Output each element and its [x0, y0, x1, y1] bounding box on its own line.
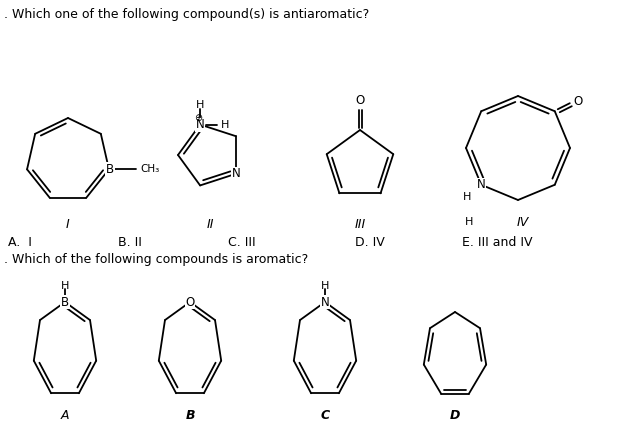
- Text: N: N: [196, 118, 205, 131]
- Text: CH₃: CH₃: [140, 164, 159, 174]
- Text: IV: IV: [517, 215, 529, 228]
- Text: A: A: [61, 409, 69, 422]
- Text: . Which one of the following compound(s) is antiaromatic?: . Which one of the following compound(s)…: [4, 8, 369, 21]
- Text: ⊕: ⊕: [194, 112, 202, 123]
- Text: I: I: [66, 218, 70, 232]
- Text: H: H: [321, 281, 329, 291]
- Text: E. III and IV: E. III and IV: [462, 236, 533, 249]
- Text: D: D: [450, 409, 460, 422]
- Text: H: H: [465, 217, 474, 227]
- Text: N: N: [231, 167, 240, 181]
- Text: B. II: B. II: [118, 236, 142, 249]
- Text: C. III: C. III: [228, 236, 256, 249]
- Text: II: II: [206, 218, 214, 232]
- Text: H: H: [463, 192, 472, 202]
- Text: B: B: [106, 163, 114, 176]
- Text: N: N: [477, 178, 486, 191]
- Text: A.  I: A. I: [8, 236, 32, 249]
- Text: O: O: [185, 296, 195, 309]
- Text: H: H: [221, 119, 230, 129]
- Text: H: H: [61, 281, 69, 291]
- Text: H: H: [196, 99, 204, 109]
- Text: . Which of the following compounds is aromatic?: . Which of the following compounds is ar…: [4, 253, 308, 266]
- Text: N: N: [321, 296, 330, 309]
- Text: III: III: [354, 218, 366, 232]
- Text: O: O: [573, 95, 583, 108]
- Text: C: C: [320, 409, 330, 422]
- Text: B: B: [185, 409, 195, 422]
- Text: O: O: [356, 95, 365, 108]
- Text: D. IV: D. IV: [355, 236, 385, 249]
- Text: B: B: [61, 296, 69, 309]
